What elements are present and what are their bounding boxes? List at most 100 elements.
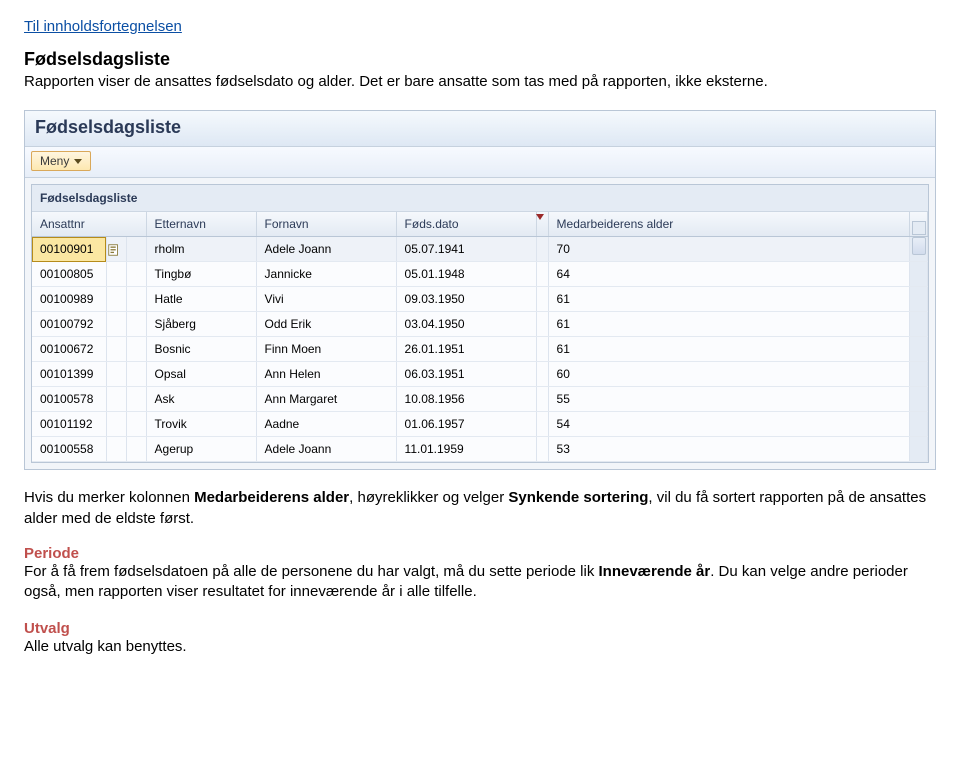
cell-fornavn[interactable]: Adele Joann <box>256 237 396 262</box>
cell-etternavn[interactable]: Ask <box>146 387 256 412</box>
cell-scrollbar <box>910 387 928 412</box>
table-row[interactable]: 00100989 HatleVivi09.03.1950 61 <box>32 287 928 312</box>
row-detail-icon[interactable] <box>106 437 126 462</box>
data-table: Ansattnr Etternavn Fornavn Føds.dato Med… <box>32 212 928 462</box>
cell-etternavn[interactable]: Tingbø <box>146 262 256 287</box>
cell-alder[interactable]: 55 <box>548 387 909 412</box>
row-action-icon[interactable] <box>126 387 146 412</box>
cell-fodsdato[interactable]: 26.01.1951 <box>396 337 536 362</box>
cell-fornavn[interactable]: Vivi <box>256 287 396 312</box>
col-sort-indicator[interactable] <box>536 212 548 237</box>
row-action-icon[interactable] <box>126 237 146 262</box>
cell-etternavn[interactable]: rholm <box>146 237 256 262</box>
cell-ansattnr[interactable]: 00100901 <box>32 237 106 262</box>
table-row[interactable]: 00100578 AskAnn Margaret10.08.1956 55 <box>32 387 928 412</box>
cell-spacer <box>536 287 548 312</box>
cell-ansattnr[interactable]: 00100578 <box>32 387 106 412</box>
cell-alder[interactable]: 70 <box>548 237 909 262</box>
cell-etternavn[interactable]: Opsal <box>146 362 256 387</box>
cell-etternavn[interactable]: Bosnic <box>146 337 256 362</box>
cell-spacer <box>536 362 548 387</box>
scroll-thumb[interactable] <box>912 237 926 255</box>
cell-alder[interactable]: 61 <box>548 312 909 337</box>
cell-fodsdato[interactable]: 11.01.1959 <box>396 437 536 462</box>
row-action-icon[interactable] <box>126 437 146 462</box>
col-fornavn[interactable]: Fornavn <box>256 212 396 237</box>
cell-ansattnr[interactable]: 00100558 <box>32 437 106 462</box>
cell-alder[interactable]: 61 <box>548 287 909 312</box>
cell-fornavn[interactable]: Finn Moen <box>256 337 396 362</box>
cell-alder[interactable]: 54 <box>548 412 909 437</box>
cell-spacer <box>536 412 548 437</box>
row-action-icon[interactable] <box>126 312 146 337</box>
col-ansattnr[interactable]: Ansattnr <box>32 212 146 237</box>
table-row[interactable]: 00101192 TrovikAadne01.06.1957 54 <box>32 412 928 437</box>
table-row[interactable]: 00100672 BosnicFinn Moen26.01.1951 61 <box>32 337 928 362</box>
table-row[interactable]: 00100805 TingbøJannicke05.01.1948 64 <box>32 262 928 287</box>
utvalg-paragraph: Alle utvalg kan benyttes. <box>24 637 936 657</box>
scroll-up-button[interactable] <box>912 221 926 235</box>
menu-button[interactable]: Meny <box>31 151 91 171</box>
cell-spacer <box>536 337 548 362</box>
cell-spacer <box>536 312 548 337</box>
row-action-icon[interactable] <box>126 412 146 437</box>
col-fodsdato[interactable]: Føds.dato <box>396 212 536 237</box>
cell-scrollbar <box>910 312 928 337</box>
instruction-paragraph: Hvis du merker kolonnen Medarbeiderens a… <box>24 488 936 529</box>
page-title: Fødselsdagsliste <box>24 49 936 70</box>
table-row[interactable]: 00101399 OpsalAnn Helen06.03.1951 60 <box>32 362 928 387</box>
cell-fornavn[interactable]: Ann Helen <box>256 362 396 387</box>
cell-fodsdato[interactable]: 06.03.1951 <box>396 362 536 387</box>
cell-etternavn[interactable]: Sjåberg <box>146 312 256 337</box>
cell-alder[interactable]: 64 <box>548 262 909 287</box>
col-etternavn[interactable]: Etternavn <box>146 212 256 237</box>
cell-fodsdato[interactable]: 03.04.1950 <box>396 312 536 337</box>
cell-fornavn[interactable]: Jannicke <box>256 262 396 287</box>
row-detail-icon[interactable] <box>106 412 126 437</box>
cell-fodsdato[interactable]: 09.03.1950 <box>396 287 536 312</box>
row-action-icon[interactable] <box>126 287 146 312</box>
cell-fornavn[interactable]: Aadne <box>256 412 396 437</box>
cell-alder[interactable]: 60 <box>548 362 909 387</box>
table-header-row: Ansattnr Etternavn Fornavn Føds.dato Med… <box>32 212 928 237</box>
text-fragment: , høyreklikker og velger <box>349 489 508 506</box>
table-row[interactable]: 00100558 AgerupAdele Joann11.01.1959 53 <box>32 437 928 462</box>
row-detail-icon[interactable] <box>106 262 126 287</box>
cell-fodsdato[interactable]: 05.07.1941 <box>396 237 536 262</box>
cell-fornavn[interactable]: Odd Erik <box>256 312 396 337</box>
row-detail-icon[interactable] <box>106 312 126 337</box>
app-window: Fødselsdagsliste Meny Fødselsdagsliste A… <box>24 110 936 470</box>
cell-etternavn[interactable]: Trovik <box>146 412 256 437</box>
cell-alder[interactable]: 53 <box>548 437 909 462</box>
cell-ansattnr[interactable]: 00101192 <box>32 412 106 437</box>
cell-ansattnr[interactable]: 00101399 <box>32 362 106 387</box>
cell-scrollbar <box>910 337 928 362</box>
cell-alder[interactable]: 61 <box>548 337 909 362</box>
row-action-icon[interactable] <box>126 262 146 287</box>
cell-fodsdato[interactable]: 01.06.1957 <box>396 412 536 437</box>
cell-etternavn[interactable]: Agerup <box>146 437 256 462</box>
cell-spacer <box>536 387 548 412</box>
cell-fornavn[interactable]: Ann Margaret <box>256 387 396 412</box>
table-row[interactable]: 00100792 SjåbergOdd Erik03.04.1950 61 <box>32 312 928 337</box>
cell-etternavn[interactable]: Hatle <box>146 287 256 312</box>
cell-ansattnr[interactable]: 00100989 <box>32 287 106 312</box>
row-detail-icon[interactable] <box>106 237 126 262</box>
cell-ansattnr[interactable]: 00100805 <box>32 262 106 287</box>
cell-fornavn[interactable]: Adele Joann <box>256 437 396 462</box>
row-action-icon[interactable] <box>126 362 146 387</box>
cell-fodsdato[interactable]: 05.01.1948 <box>396 262 536 287</box>
table-row[interactable]: 00100901 rholmAdele Joann05.07.1941 70 <box>32 237 928 262</box>
row-detail-icon[interactable] <box>106 362 126 387</box>
toc-link[interactable]: Til innholdsfortegnelsen <box>24 18 182 35</box>
cell-ansattnr[interactable]: 00100672 <box>32 337 106 362</box>
cell-fodsdato[interactable]: 10.08.1956 <box>396 387 536 412</box>
col-alder[interactable]: Medarbeiderens alder <box>548 212 909 237</box>
row-detail-icon[interactable] <box>106 287 126 312</box>
cell-spacer <box>536 262 548 287</box>
row-detail-icon[interactable] <box>106 337 126 362</box>
cell-ansattnr[interactable]: 00100792 <box>32 312 106 337</box>
row-action-icon[interactable] <box>126 337 146 362</box>
row-detail-icon[interactable] <box>106 387 126 412</box>
periode-paragraph: For å få frem fødselsdatoen på alle de p… <box>24 562 936 603</box>
